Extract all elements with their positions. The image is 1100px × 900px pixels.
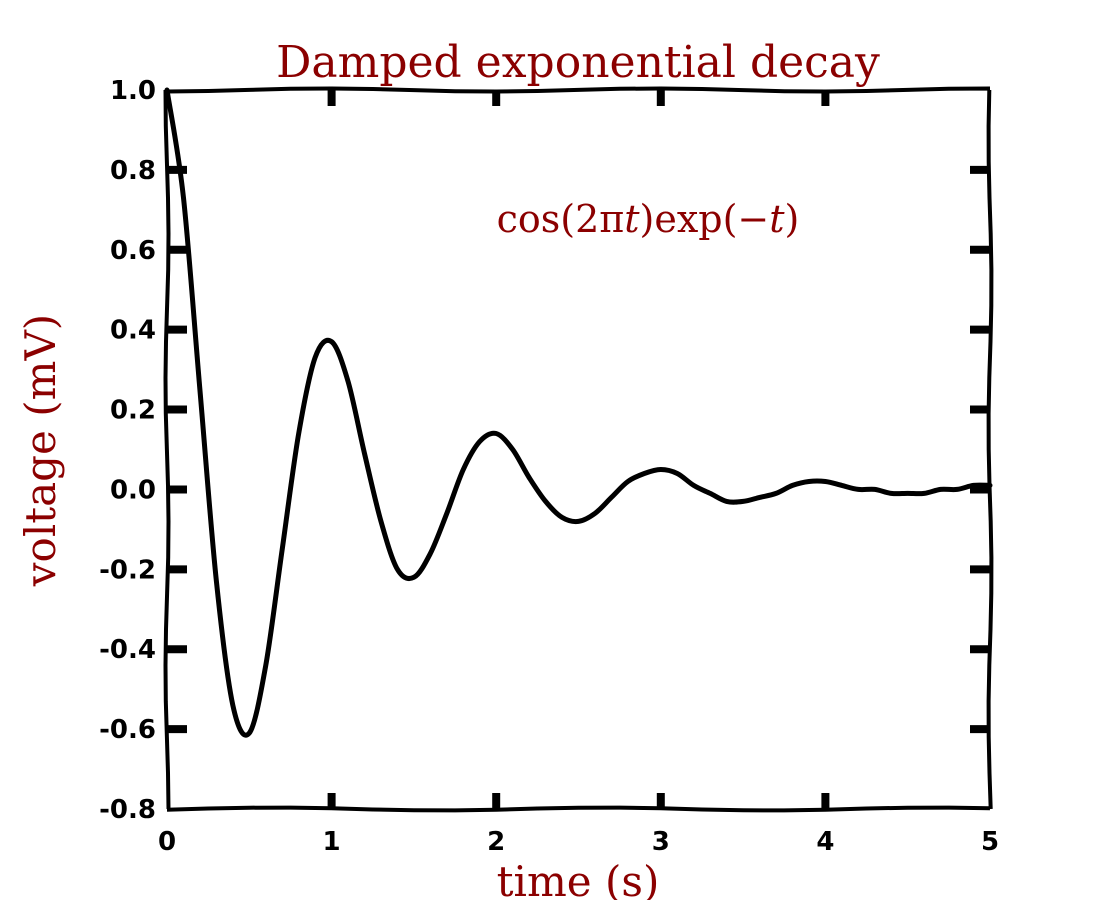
annotation-var: t xyxy=(769,197,785,241)
x-tick-label: 0 xyxy=(158,827,176,857)
y-tick-label: -0.4 xyxy=(99,635,156,665)
x-tick-label: 5 xyxy=(981,827,999,857)
x-tick-label: 2 xyxy=(487,827,505,857)
y-tick-label: 1.0 xyxy=(110,76,156,106)
y-tick-label: 0.0 xyxy=(110,475,156,505)
y-tick-label: 0.4 xyxy=(110,316,156,346)
tick-marks xyxy=(167,90,990,809)
y-axis-label: voltage (mV) xyxy=(16,314,65,587)
y-tick-label: 0.8 xyxy=(110,156,156,186)
y-tick-label: -0.2 xyxy=(99,555,156,585)
plot-frame xyxy=(163,86,994,813)
tick-labels: 0 1 2 3 4 5 1.0 0.8 0.6 0.4 0.2 0.0 -0.2 -0.4 -0.6 -0.8 xyxy=(99,76,999,857)
chart-title: Damped exponential decay xyxy=(276,37,880,88)
annotation-var: t xyxy=(624,197,640,241)
annotation-part: cos(2π xyxy=(497,197,625,241)
series-line xyxy=(164,87,993,738)
x-tick-label: 4 xyxy=(816,827,834,857)
y-tick-label: -0.6 xyxy=(99,715,156,745)
y-tick-label: 0.6 xyxy=(110,236,156,266)
x-tick-label: 1 xyxy=(323,827,341,857)
annotation-part: )exp(− xyxy=(640,197,770,241)
x-axis-label: time (s) xyxy=(497,857,660,900)
x-tick-label: 3 xyxy=(652,827,670,857)
annotation-part: ) xyxy=(785,197,800,241)
annotation-label: cos(2πt)exp(−t) xyxy=(497,197,800,241)
y-tick-label: 0.2 xyxy=(110,396,156,426)
y-tick-label: -0.8 xyxy=(99,795,156,825)
